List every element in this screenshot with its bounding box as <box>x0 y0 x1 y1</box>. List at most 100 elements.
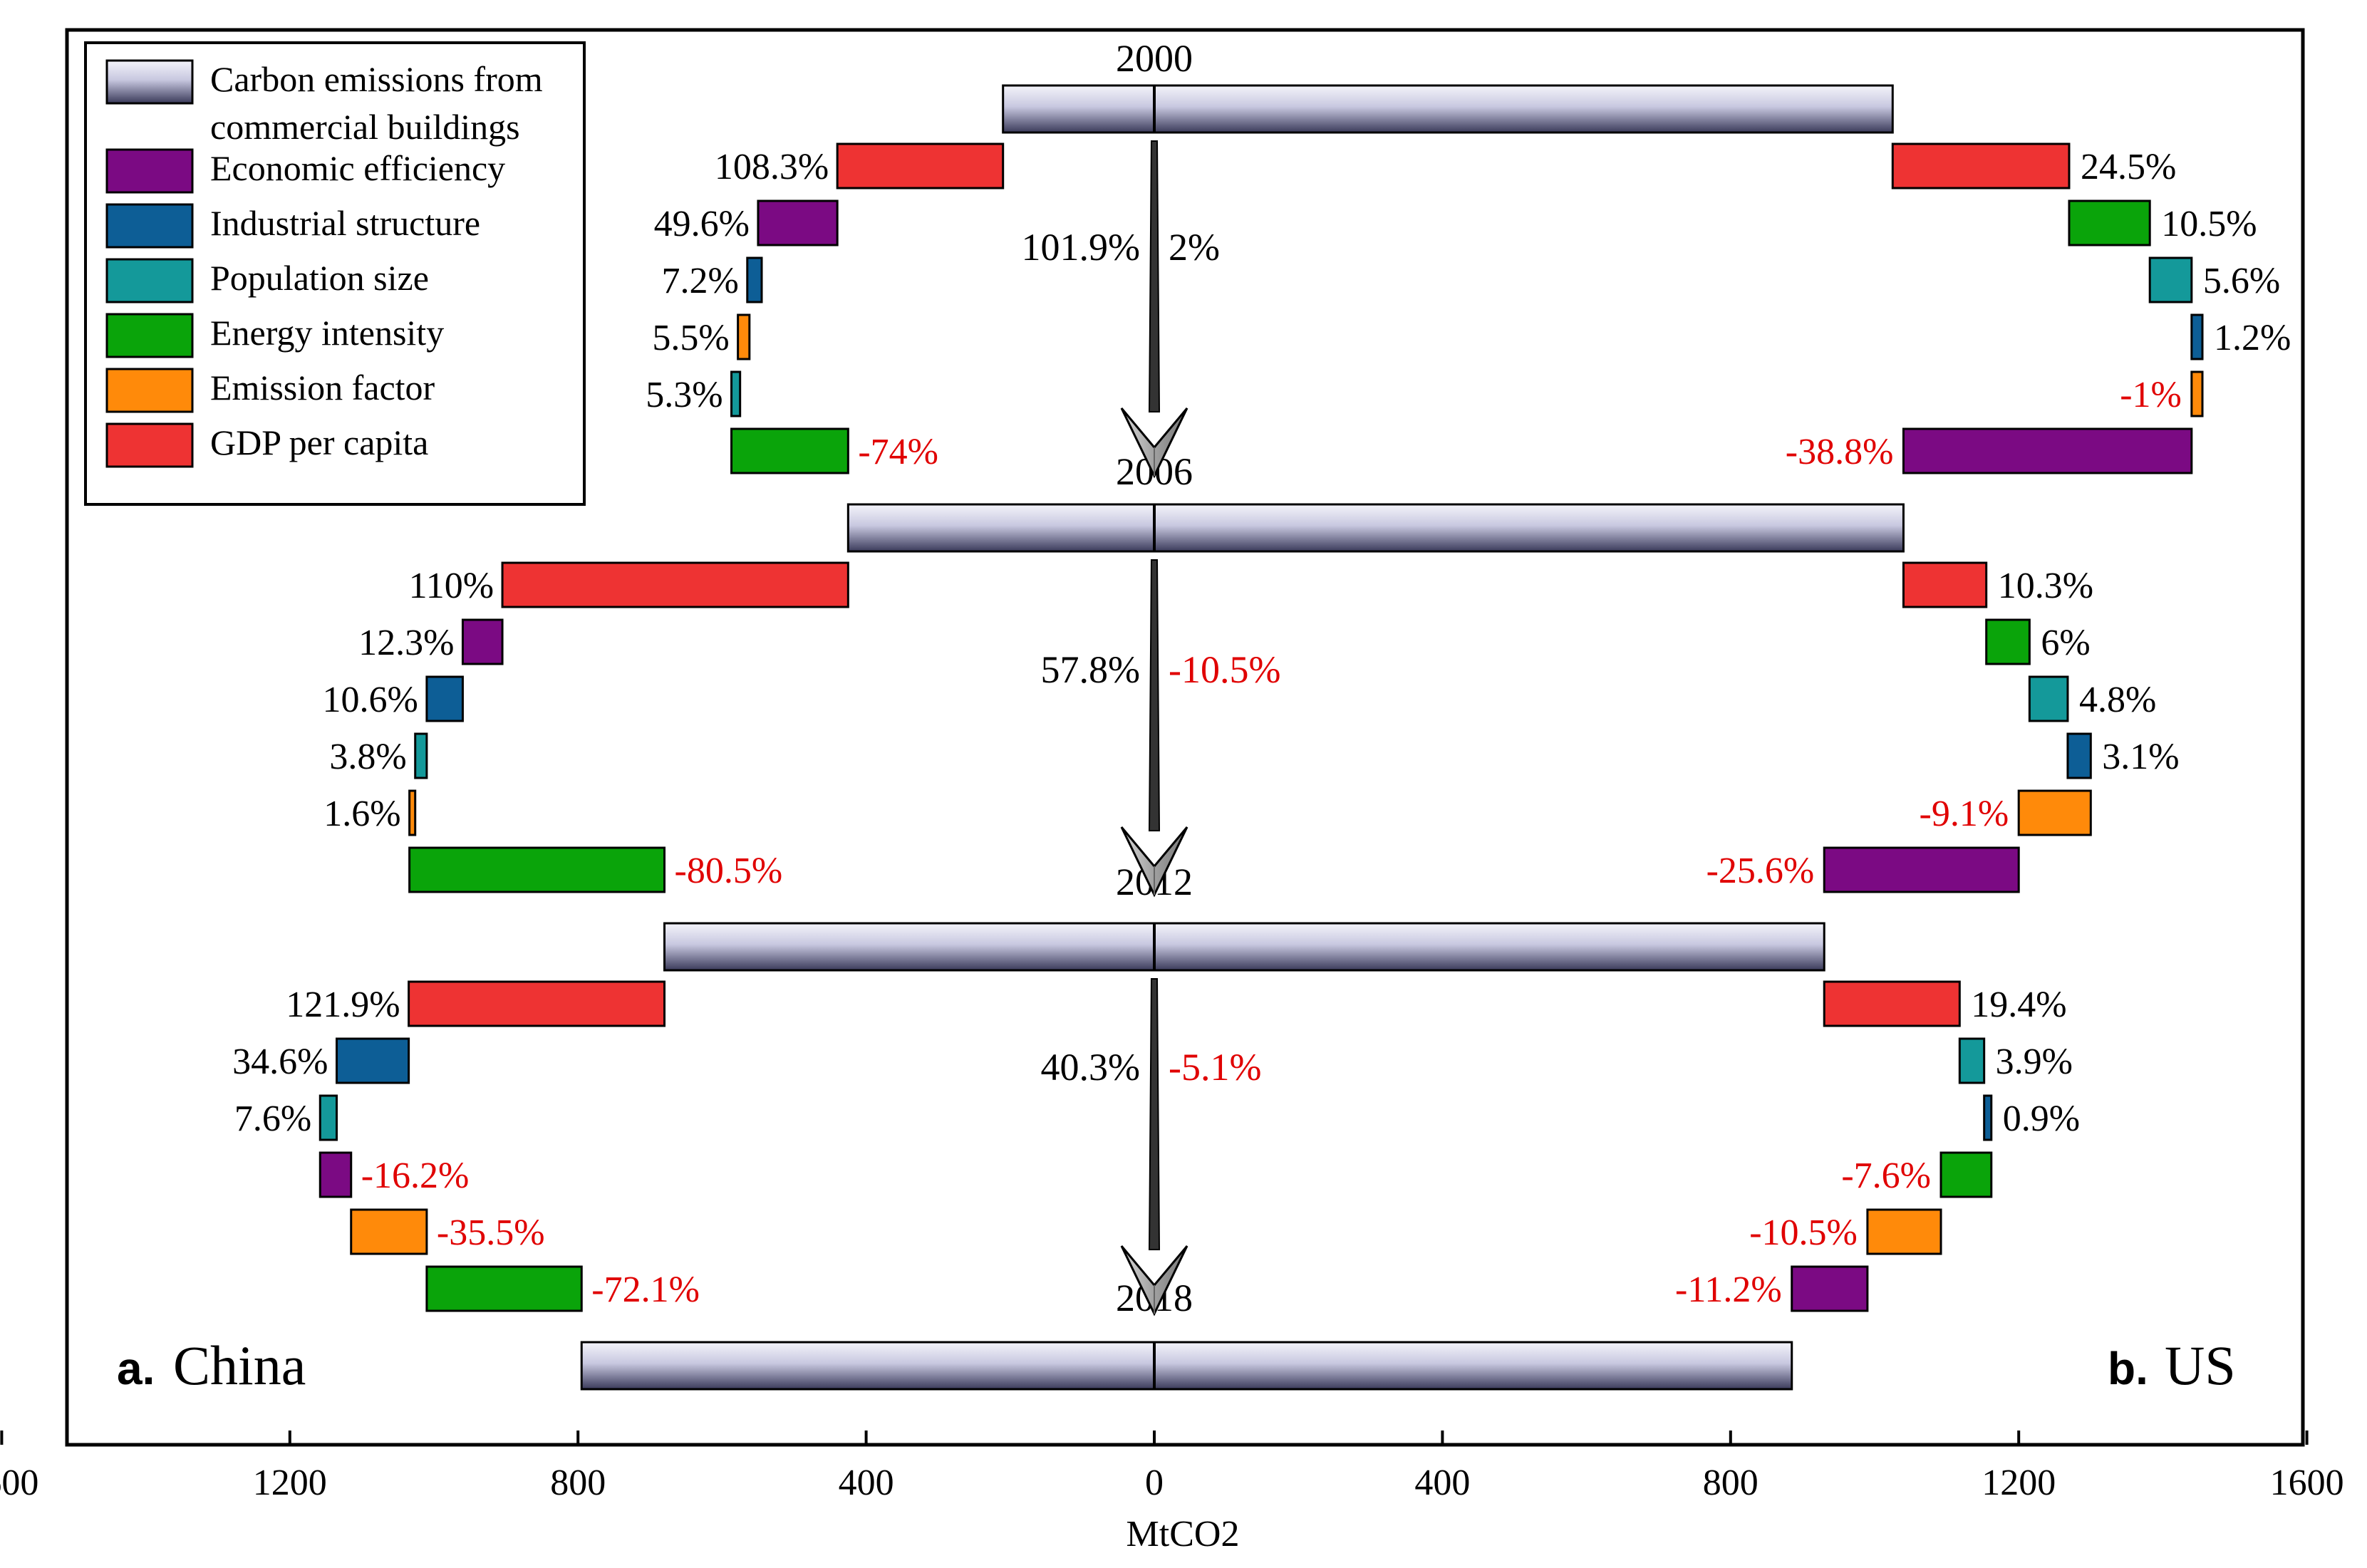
china-label-economic-efficiency-p2: 12.3% <box>358 623 454 663</box>
x-tick-label-8: 1600 <box>2270 1463 2344 1503</box>
china-bar-emission-factor-p2 <box>408 789 417 836</box>
us-label-industrial-structure-p2: 3.1% <box>2102 737 2179 777</box>
china-bar-population-size-p2 <box>414 732 428 779</box>
x-tick-label-2: 800 <box>550 1463 606 1503</box>
china-label-energy-intensity-p2: -80.5% <box>675 851 783 891</box>
china-bar-economic-efficiency-p3 <box>318 1151 353 1198</box>
us-label-economic-efficiency-p1: -38.8% <box>1786 432 1894 472</box>
china-label-population-size-p2: 3.8% <box>329 737 406 777</box>
arrow-shaft-3 <box>1148 978 1161 1250</box>
legend-label-carbon-line2: commercial buildings <box>210 107 520 147</box>
legend-swatch-emission-factor <box>105 368 194 413</box>
china-bar-industrial-structure-p1 <box>746 256 763 303</box>
us-bar-emission-factor-p3 <box>1866 1208 1942 1255</box>
china-label-population-size-p3: 7.6% <box>234 1099 311 1139</box>
us-label-gdp-per-capita-p2: 10.3% <box>1998 566 2093 606</box>
us-label-industrial-structure-p1: 1.2% <box>2214 318 2291 358</box>
panel-a-tag: a. <box>117 1343 155 1394</box>
us-bar-energy-intensity-p3 <box>1939 1151 1993 1198</box>
china-bar-energy-intensity-p1 <box>730 427 849 474</box>
x-tick-label-0: 1600 <box>0 1463 38 1503</box>
legend: Carbon emissions from commercial building… <box>84 41 586 506</box>
china-bar-population-size-p1 <box>730 370 742 417</box>
us-label-population-size-p3: 3.9% <box>1996 1042 2073 1082</box>
x-tick-label-5: 400 <box>1414 1463 1470 1503</box>
china-label-industrial-structure-p3: 34.6% <box>232 1042 328 1082</box>
legend-label-carbon: Carbon emissions from <box>210 59 543 99</box>
arrow-shaft-2 <box>1148 559 1161 831</box>
us-bar-population-size-p3 <box>1958 1037 1986 1084</box>
period-arrow-3 <box>1120 978 1188 1317</box>
panel-b-tag: b. <box>2108 1343 2148 1394</box>
carbon-bar-2006 <box>846 503 1905 553</box>
china-label-industrial-structure-p2: 10.6% <box>323 680 418 720</box>
china-bar-gdp-per-capita-p2 <box>501 561 849 608</box>
legend-label-industrial-structure: Industrial structure <box>210 203 480 243</box>
plot-frame <box>65 28 2305 1447</box>
us-total-change-p3: -5.1% <box>1169 1046 1261 1089</box>
us-label-economic-efficiency-p2: -25.6% <box>1706 851 1815 891</box>
panel-a-name: China <box>173 1334 306 1396</box>
china-label-population-size-p1: 5.3% <box>646 375 722 415</box>
us-bar-economic-efficiency-p2 <box>1823 846 2020 893</box>
legend-label-gdp-per-capita: GDP per capita <box>210 422 428 462</box>
arrow-shaft-1 <box>1148 140 1161 412</box>
china-total-change-p2: 57.8% <box>1041 648 1140 691</box>
china-total-change-p1: 101.9% <box>1022 226 1140 269</box>
x-tick-label-6: 800 <box>1703 1463 1759 1503</box>
china-bar-gdp-per-capita-p3 <box>408 980 666 1027</box>
china-label-industrial-structure-p1: 7.2% <box>661 261 738 301</box>
china-bar-gdp-per-capita-p1 <box>836 142 1005 189</box>
china-bar-energy-intensity-p2 <box>408 846 666 893</box>
legend-swatch-population-size <box>105 258 194 303</box>
us-label-gdp-per-capita-p3: 19.4% <box>1971 985 2066 1025</box>
us-total-change-p1: 2% <box>1169 226 1220 269</box>
legend-swatch-industrial-structure <box>105 203 194 249</box>
x-tick-label-7: 1200 <box>1982 1463 2056 1503</box>
x-tick-label-4: 0 <box>1145 1463 1164 1503</box>
us-bar-industrial-structure-p1 <box>2190 313 2204 360</box>
us-bar-population-size-p2 <box>2028 675 2069 722</box>
china-bar-energy-intensity-p3 <box>425 1265 583 1312</box>
us-bar-emission-factor-p2 <box>2017 789 2092 836</box>
panel-b-name: US <box>2165 1334 2236 1396</box>
x-axis-label: MtCO2 <box>1126 1514 1240 1554</box>
us-label-population-size-p1: 5.6% <box>2203 261 2280 301</box>
us-label-industrial-structure-p3: 0.9% <box>2003 1099 2080 1139</box>
carbon-bar-2012 <box>663 922 1825 972</box>
legend-label-population-size: Population size <box>210 258 429 298</box>
china-label-energy-intensity-p1: -74% <box>858 432 938 472</box>
us-bar-energy-intensity-p2 <box>1985 618 2031 665</box>
us-label-population-size-p2: 4.8% <box>2079 680 2156 720</box>
us-label-energy-intensity-p3: -7.6% <box>1841 1156 1931 1196</box>
us-label-energy-intensity-p1: 10.5% <box>2161 204 2257 244</box>
china-label-emission-factor-p1: 5.5% <box>652 318 729 358</box>
china-bar-emission-factor-p1 <box>737 313 751 360</box>
period-arrow-1 <box>1120 140 1188 479</box>
us-bar-gdp-per-capita-p2 <box>1902 561 1988 608</box>
carbon-bar-2018 <box>580 1341 1793 1391</box>
legend-label-emission-factor: Emission factor <box>210 368 435 407</box>
china-bar-economic-efficiency-p1 <box>757 199 839 246</box>
us-bar-emission-factor-p1 <box>2190 370 2204 417</box>
china-label-gdp-per-capita-p3: 121.9% <box>286 985 400 1025</box>
china-label-economic-efficiency-p3: -16.2% <box>361 1156 470 1196</box>
us-bar-energy-intensity-p1 <box>2068 199 2151 246</box>
china-label-energy-intensity-p3: -72.1% <box>591 1270 700 1310</box>
us-bar-gdp-per-capita-p3 <box>1823 980 1961 1027</box>
us-label-energy-intensity-p2: 6% <box>2041 623 2090 663</box>
period-arrow-2 <box>1120 559 1188 898</box>
us-total-change-p2: -10.5% <box>1169 648 1280 691</box>
us-label-emission-factor-p2: -9.1% <box>1920 794 2009 834</box>
legend-swatch-gdp-per-capita <box>105 422 194 468</box>
us-bar-economic-efficiency-p1 <box>1902 427 2193 474</box>
us-bar-population-size-p1 <box>2148 256 2193 303</box>
china-label-gdp-per-capita-p2: 110% <box>409 566 494 606</box>
legend-swatch-economic-efficiency <box>105 148 194 194</box>
us-bar-economic-efficiency-p3 <box>1791 1265 1869 1312</box>
us-bar-gdp-per-capita-p1 <box>1891 142 2071 189</box>
china-bar-emission-factor-p3 <box>350 1208 428 1255</box>
china-label-gdp-per-capita-p1: 108.3% <box>715 147 829 187</box>
legend-label-economic-efficiency: Economic efficiency <box>210 148 505 188</box>
